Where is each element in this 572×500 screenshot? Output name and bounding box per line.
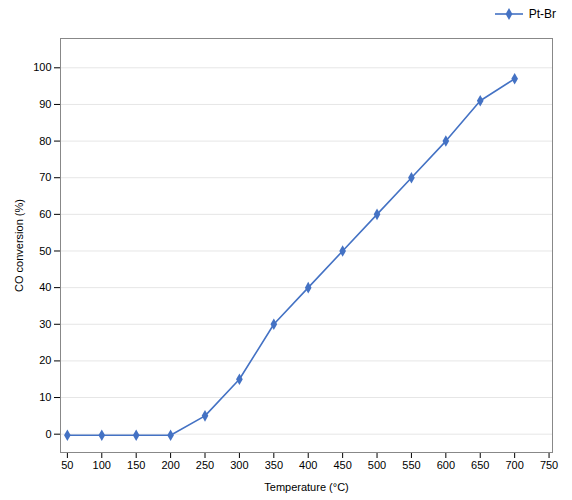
svg-text:50: 50 — [39, 245, 51, 257]
svg-text:700: 700 — [505, 459, 523, 471]
svg-text:20: 20 — [39, 354, 51, 366]
svg-text:200: 200 — [161, 459, 179, 471]
svg-text:650: 650 — [471, 459, 489, 471]
svg-text:600: 600 — [437, 459, 455, 471]
svg-text:60: 60 — [39, 208, 51, 220]
svg-text:40: 40 — [39, 281, 51, 293]
svg-text:250: 250 — [196, 459, 214, 471]
svg-text:350: 350 — [265, 459, 283, 471]
svg-text:50: 50 — [61, 459, 73, 471]
svg-text:Temperature (°C): Temperature (°C) — [264, 481, 348, 493]
svg-text:0: 0 — [45, 428, 51, 440]
svg-text:150: 150 — [127, 459, 145, 471]
svg-text:30: 30 — [39, 318, 51, 330]
svg-text:750: 750 — [540, 459, 558, 471]
svg-text:300: 300 — [230, 459, 248, 471]
svg-text:100: 100 — [33, 61, 51, 73]
html-text:Pt-Br: Pt-Br — [528, 7, 556, 21]
svg-text:550: 550 — [402, 459, 420, 471]
svg-text:90: 90 — [39, 98, 51, 110]
svg-text:100: 100 — [93, 459, 111, 471]
svg-text:70: 70 — [39, 171, 51, 183]
svg-text:CO conversion (%): CO conversion (%) — [13, 199, 25, 292]
svg-text:450: 450 — [333, 459, 351, 471]
svg-text:400: 400 — [299, 459, 317, 471]
svg-text:10: 10 — [39, 391, 51, 403]
svg-text:500: 500 — [368, 459, 386, 471]
svg-text:80: 80 — [39, 135, 51, 147]
